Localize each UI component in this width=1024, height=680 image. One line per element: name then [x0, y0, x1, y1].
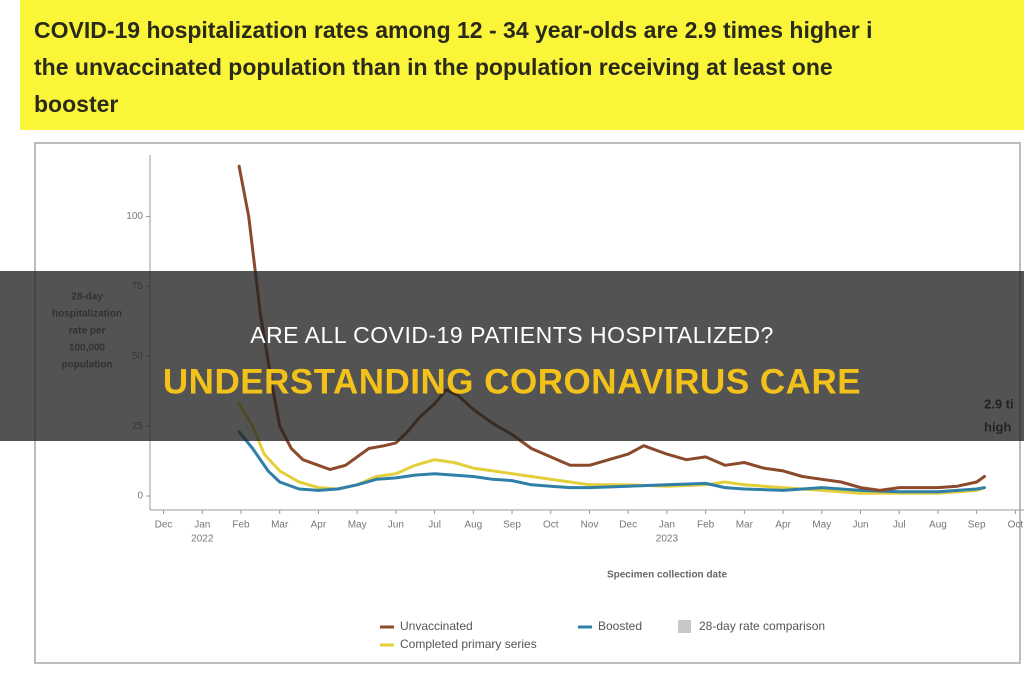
overlay-title: ARE ALL COVID-19 PATIENTS HOSPITALIZED?	[250, 322, 774, 348]
x-tick-label: Jan	[194, 520, 210, 531]
x-tick-label: Apr	[311, 520, 327, 531]
chart-title-line: COVID-19 hospitalization rates among 12 …	[34, 17, 873, 43]
x-tick-label: Sep	[968, 520, 986, 531]
x-tick-label: Feb	[232, 520, 250, 531]
x-tick-label: Dec	[155, 520, 173, 531]
y-tick-label: 0	[137, 491, 143, 502]
legend-swatch	[678, 620, 691, 633]
legend-label: Unvaccinated	[400, 619, 473, 633]
title-banner	[20, 0, 1024, 130]
x-tick-label: Dec	[619, 520, 637, 531]
x-year-label: 2022	[191, 534, 214, 545]
legend-label: Completed primary series	[400, 637, 537, 651]
overlay-band	[0, 271, 1024, 441]
overlay-subtitle: UNDERSTANDING CORONAVIRUS CARE	[163, 362, 861, 401]
x-tick-label: Aug	[464, 520, 482, 531]
x-tick-label: Apr	[775, 520, 791, 531]
x-tick-label: Jan	[659, 520, 675, 531]
x-tick-label: Mar	[271, 520, 289, 531]
data-line	[237, 402, 986, 495]
x-tick-label: Nov	[581, 520, 599, 531]
data-line	[237, 430, 986, 494]
x-tick-label: Jul	[893, 520, 906, 531]
x-tick-label: Oct	[1008, 520, 1024, 531]
x-tick-label: Aug	[929, 520, 947, 531]
chart-title-line: the unvaccinated population than in the …	[34, 54, 833, 80]
legend-label: 28-day rate comparison	[699, 619, 825, 633]
chart-title-line: booster	[34, 91, 118, 117]
x-tick-label: Jun	[852, 520, 868, 531]
x-tick-label: May	[812, 520, 831, 531]
data-line	[237, 164, 986, 492]
x-tick-label: Jul	[428, 520, 441, 531]
x-tick-label: Feb	[697, 520, 715, 531]
legend-label: Boosted	[598, 619, 642, 633]
x-tick-label: Jun	[388, 520, 404, 531]
x-tick-label: May	[348, 520, 367, 531]
banner-text-group: COVID-19 hospitalization rates among 12 …	[34, 17, 873, 117]
x-year-label: 2023	[656, 534, 679, 545]
x-axis-label: Specimen collection date	[607, 570, 727, 581]
x-tick-label: Sep	[503, 520, 521, 531]
y-tick-label: 100	[126, 211, 143, 222]
x-tick-label: Oct	[543, 520, 559, 531]
x-tick-label: Mar	[736, 520, 754, 531]
